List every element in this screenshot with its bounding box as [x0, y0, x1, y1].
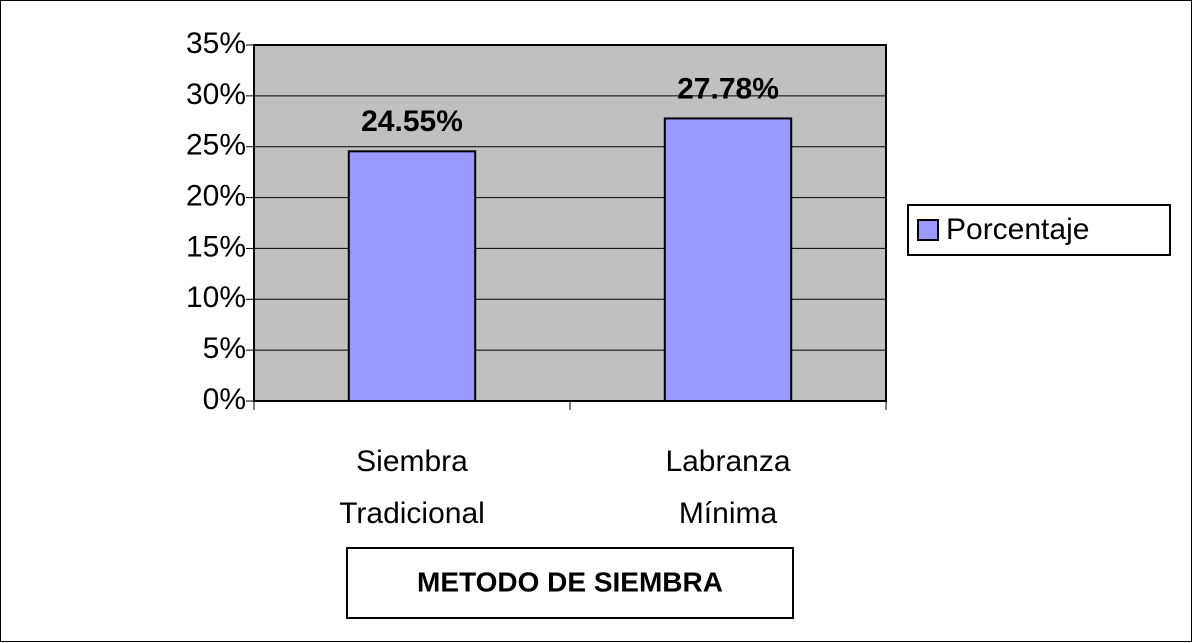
- x-tick-label: Siembra Tradicional: [339, 445, 485, 530]
- y-tick-label: 5%: [203, 332, 246, 365]
- bar: [347, 150, 477, 402]
- y-tick-label: 10%: [186, 281, 246, 314]
- x-label-box: [346, 547, 794, 619]
- data-label: 24.55%: [361, 105, 463, 138]
- legend-box: [907, 204, 1171, 256]
- y-tick-label: 30%: [186, 78, 246, 111]
- data-label: 27.78%: [677, 72, 779, 105]
- bar: [663, 117, 793, 402]
- y-tick-label: 20%: [186, 179, 246, 212]
- x-tick-label: Labranza Mínima: [665, 445, 790, 530]
- y-tick-label: 25%: [186, 129, 246, 162]
- y-tick-label: 35%: [186, 27, 246, 60]
- legend-swatch: [917, 219, 939, 241]
- legend-label: Porcentaje: [946, 213, 1089, 246]
- y-tick-label: 15%: [186, 230, 246, 263]
- x-axis-label: METODO DE SIEMBRA: [417, 566, 723, 597]
- y-tick-label: 0%: [203, 383, 246, 416]
